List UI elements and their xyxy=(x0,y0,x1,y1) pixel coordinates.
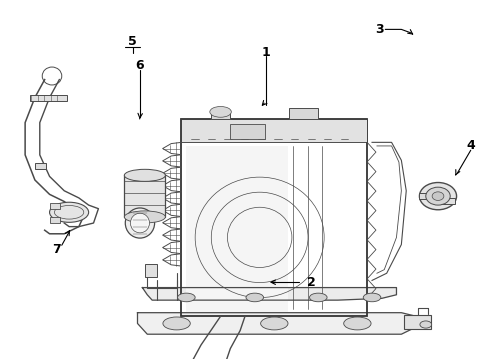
Bar xyxy=(181,119,367,316)
Ellipse shape xyxy=(130,213,149,233)
Bar xyxy=(49,217,60,223)
Ellipse shape xyxy=(49,202,89,222)
Bar xyxy=(230,125,265,139)
Text: 6: 6 xyxy=(136,59,144,72)
Bar xyxy=(186,146,289,313)
Text: 3: 3 xyxy=(375,23,384,36)
Text: 1: 1 xyxy=(262,46,270,59)
Text: 4: 4 xyxy=(466,139,475,152)
Bar xyxy=(181,119,367,142)
Ellipse shape xyxy=(177,293,195,302)
Ellipse shape xyxy=(125,208,155,238)
Bar xyxy=(211,110,230,119)
Bar xyxy=(419,193,432,199)
Ellipse shape xyxy=(163,317,190,330)
Ellipse shape xyxy=(419,183,457,210)
Bar xyxy=(289,108,318,119)
Bar xyxy=(145,264,157,277)
Ellipse shape xyxy=(246,293,264,302)
Bar xyxy=(404,315,431,329)
Bar xyxy=(49,203,60,209)
Ellipse shape xyxy=(210,107,231,117)
Text: 7: 7 xyxy=(52,243,61,256)
Polygon shape xyxy=(143,288,396,300)
Text: 2: 2 xyxy=(307,276,316,289)
Ellipse shape xyxy=(310,293,327,302)
Ellipse shape xyxy=(343,317,371,330)
Text: 5: 5 xyxy=(128,35,137,49)
Ellipse shape xyxy=(124,169,165,181)
Bar xyxy=(441,198,455,204)
Bar xyxy=(35,163,46,169)
Ellipse shape xyxy=(363,293,381,302)
Ellipse shape xyxy=(420,321,432,328)
Ellipse shape xyxy=(432,192,444,201)
Bar xyxy=(30,95,67,101)
Bar xyxy=(124,175,165,217)
Ellipse shape xyxy=(426,187,450,205)
Ellipse shape xyxy=(124,211,165,223)
Ellipse shape xyxy=(261,317,288,330)
Polygon shape xyxy=(138,313,416,334)
